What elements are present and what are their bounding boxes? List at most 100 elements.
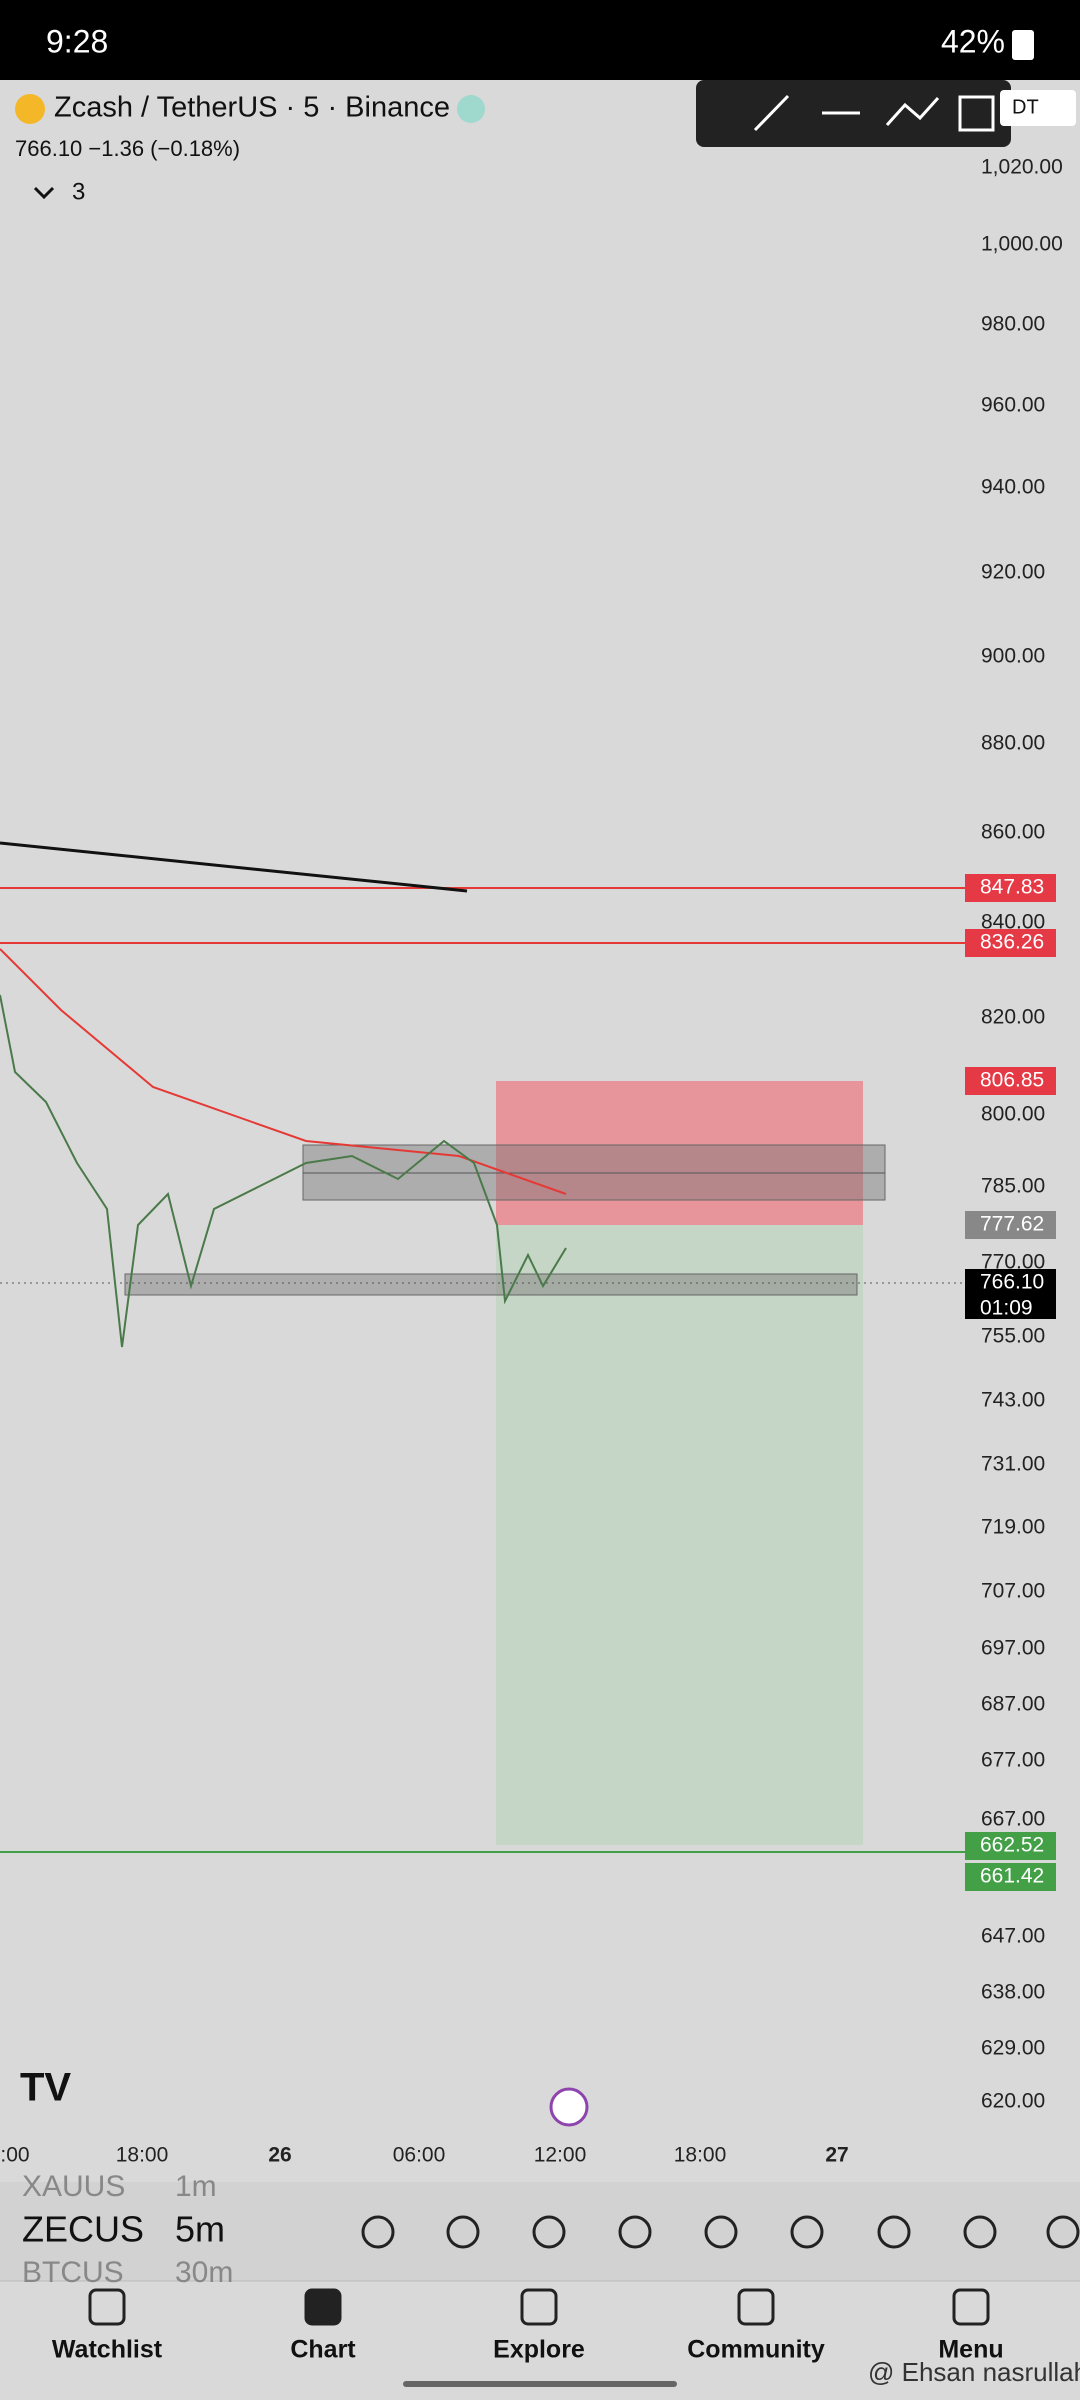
- target-zone: [496, 1225, 863, 1845]
- nav-icon[interactable]: [304, 2288, 342, 2326]
- watch-symbol[interactable]: XAUUS: [22, 2170, 125, 2203]
- price-label: 1,020.00: [981, 156, 1063, 179]
- currency[interactable]: DT: [1012, 96, 1039, 118]
- nav-label[interactable]: Menu: [938, 2336, 1003, 2364]
- time-label: :00: [0, 2144, 29, 2167]
- price-label: 731.00: [981, 1453, 1045, 1476]
- price-label: 1,000.00: [981, 233, 1063, 256]
- price-tag-label: 662.52: [980, 1834, 1044, 1857]
- nav-label[interactable]: Community: [687, 2336, 825, 2364]
- nav-icon[interactable]: [952, 2288, 990, 2326]
- price-label: 697.00: [981, 1637, 1045, 1660]
- price-label: 629.00: [981, 2037, 1045, 2060]
- home-indicator: [403, 2381, 677, 2387]
- stop-zone: [496, 1081, 863, 1225]
- tool-icon[interactable]: [963, 2215, 997, 2249]
- nav-label[interactable]: Chart: [290, 2336, 356, 2364]
- price-label: 860.00: [981, 821, 1045, 844]
- price-tag: [965, 1832, 1056, 1860]
- battery: 42%: [941, 23, 1005, 59]
- watch-interval[interactable]: 5m: [175, 2209, 225, 2250]
- tool-icon[interactable]: [446, 2215, 480, 2249]
- watch-symbol[interactable]: ZECUS: [22, 2209, 144, 2250]
- time-label: 06:00: [393, 2144, 446, 2167]
- price-tag-label: 836.26: [980, 931, 1044, 954]
- tool-icon[interactable]: [361, 2215, 395, 2249]
- price-tag: [965, 1211, 1056, 1239]
- watch-interval[interactable]: 30m: [175, 2256, 233, 2289]
- nav-bar: [0, 2281, 1080, 2400]
- price-tag-label: 766.10: [980, 1271, 1044, 1294]
- price-label: 880.00: [981, 732, 1045, 755]
- price-label: 687.00: [981, 1693, 1045, 1716]
- collapse-icon[interactable]: [33, 186, 55, 200]
- price-tag: [965, 1863, 1056, 1891]
- flash-icon[interactable]: [549, 2087, 589, 2127]
- indicator-count[interactable]: 3: [72, 178, 85, 205]
- price-label: 755.00: [981, 1325, 1045, 1348]
- tool-icon[interactable]: [618, 2215, 652, 2249]
- path-tool[interactable]: [885, 96, 940, 127]
- price-series: [0, 994, 567, 1348]
- price-tag: [965, 1269, 1056, 1319]
- nav-icon[interactable]: [520, 2288, 558, 2326]
- nav-icon[interactable]: [88, 2288, 126, 2326]
- quote: 766.10 −1.36 (−0.18%): [15, 136, 240, 161]
- price-label: 980.00: [981, 313, 1045, 336]
- price-tag: [965, 1067, 1056, 1095]
- price-tag-label: 806.85: [980, 1069, 1044, 1092]
- time-label: 26: [268, 2144, 291, 2167]
- price-label: 743.00: [981, 1389, 1045, 1412]
- price-label: 667.00: [981, 1808, 1045, 1831]
- price-label: 785.00: [981, 1175, 1045, 1198]
- watch-interval[interactable]: 1m: [175, 2170, 217, 2203]
- battery-icon: [1012, 30, 1034, 60]
- status-bar: [0, 0, 1080, 80]
- time-label: 27: [825, 2144, 848, 2167]
- range-box: [124, 1273, 858, 1296]
- time-label: 18:00: [674, 2144, 727, 2167]
- price-tag: [965, 874, 1056, 902]
- watch-symbol[interactable]: BTCUS: [22, 2256, 124, 2289]
- price-label: 900.00: [981, 645, 1045, 668]
- price-label: 638.00: [981, 1981, 1045, 2004]
- currency-box[interactable]: [1000, 90, 1076, 126]
- tool-icon[interactable]: [790, 2215, 824, 2249]
- price-label: 800.00: [981, 1103, 1045, 1126]
- market-status: [457, 95, 485, 123]
- trend-line: [0, 841, 468, 893]
- nav-label[interactable]: Watchlist: [52, 2336, 163, 2364]
- symbol[interactable]: Zcash / TetherUS · 5 · Binance: [54, 92, 450, 124]
- moving-average: [0, 948, 567, 1195]
- price-label: 719.00: [981, 1516, 1045, 1539]
- price-tag-label: 777.62: [980, 1213, 1044, 1236]
- nav-label[interactable]: Explore: [493, 2336, 585, 2364]
- time-label: 18:00: [116, 2144, 169, 2167]
- price-label: 620.00: [981, 2090, 1045, 2113]
- tool-icon[interactable]: [704, 2215, 738, 2249]
- countdown: 01:09: [980, 1297, 1033, 1320]
- price-label: 840.00: [981, 911, 1045, 934]
- rect-tool[interactable]: [958, 95, 995, 132]
- price-label: 677.00: [981, 1749, 1045, 1772]
- tool-icon[interactable]: [877, 2215, 911, 2249]
- price-label: 770.00: [981, 1251, 1045, 1274]
- watchlist-strip: [0, 2182, 1080, 2281]
- price-tag-label: 847.83: [980, 876, 1044, 899]
- tool-icon[interactable]: [1046, 2215, 1080, 2249]
- time-label: 12:00: [534, 2144, 587, 2167]
- price-tag-label: 661.42: [980, 1865, 1044, 1888]
- price-label: 647.00: [981, 1925, 1045, 1948]
- price-label: 940.00: [981, 476, 1045, 499]
- logo: TV: [20, 2066, 71, 2110]
- nav-icon[interactable]: [737, 2288, 775, 2326]
- clock: 9:28: [46, 23, 108, 59]
- price-label: 960.00: [981, 394, 1045, 417]
- price-label: 820.00: [981, 1006, 1045, 1029]
- trend-tool[interactable]: [753, 94, 790, 132]
- tool-icon[interactable]: [532, 2215, 566, 2249]
- price-label: 707.00: [981, 1580, 1045, 1603]
- price-tag: [965, 929, 1056, 957]
- coin-icon: [15, 94, 45, 124]
